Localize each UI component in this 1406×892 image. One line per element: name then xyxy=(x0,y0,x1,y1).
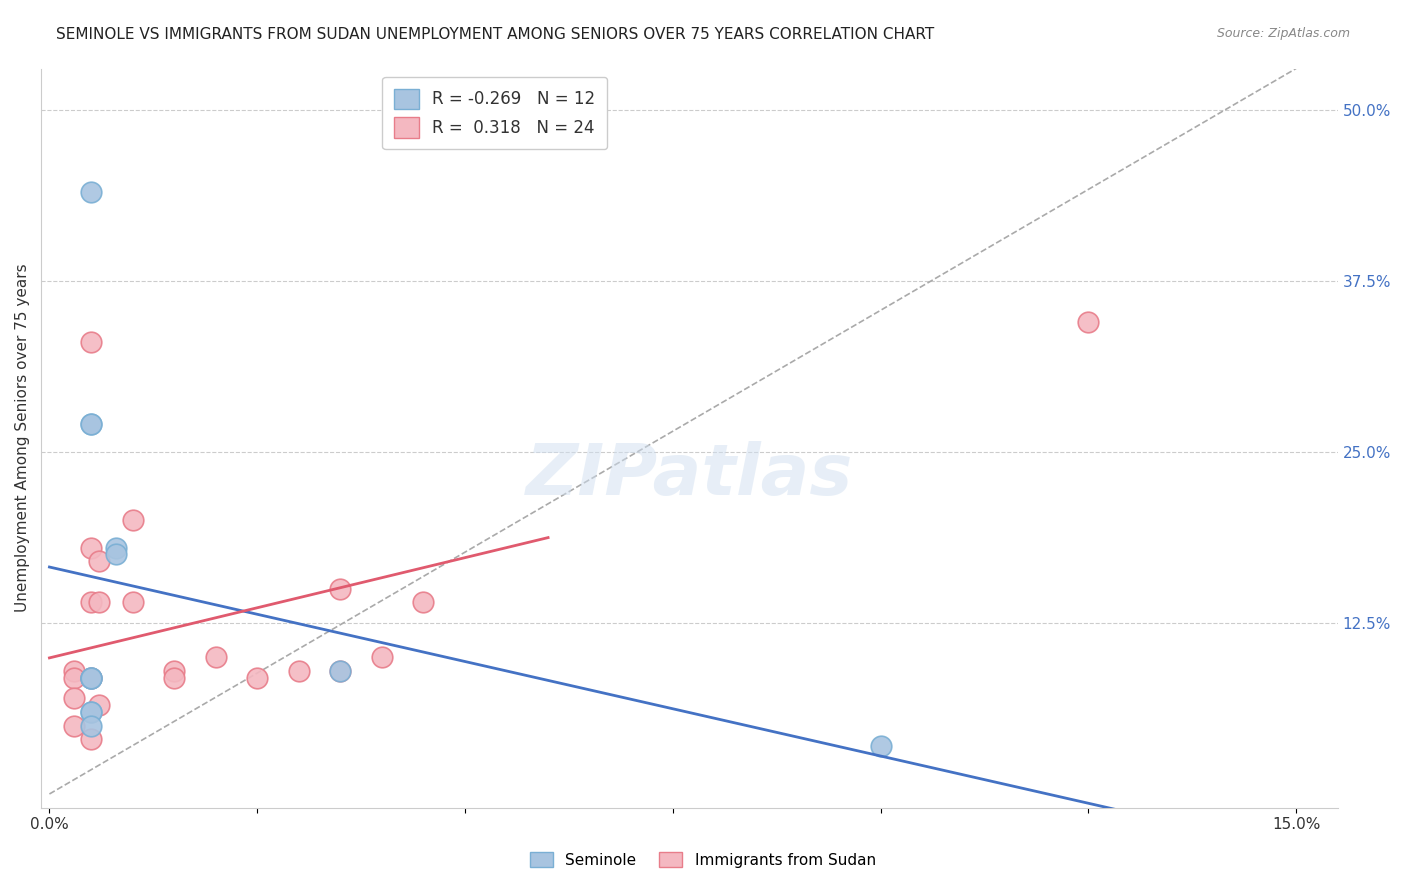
Legend: R = -0.269   N = 12, R =  0.318   N = 24: R = -0.269 N = 12, R = 0.318 N = 24 xyxy=(382,77,607,149)
Point xyxy=(121,513,143,527)
Point xyxy=(1077,315,1099,329)
Point xyxy=(80,671,103,685)
Point xyxy=(80,417,103,432)
Point xyxy=(80,671,103,685)
Point xyxy=(80,718,103,732)
Point xyxy=(80,185,103,199)
Point xyxy=(104,548,127,562)
Point xyxy=(89,698,111,712)
Point xyxy=(371,650,394,665)
Point xyxy=(163,671,186,685)
Point xyxy=(869,739,891,753)
Point xyxy=(80,671,103,685)
Point xyxy=(204,650,226,665)
Point xyxy=(89,595,111,609)
Point xyxy=(80,732,103,747)
Point xyxy=(80,417,103,432)
Point xyxy=(104,541,127,555)
Point xyxy=(412,595,434,609)
Text: SEMINOLE VS IMMIGRANTS FROM SUDAN UNEMPLOYMENT AMONG SENIORS OVER 75 YEARS CORRE: SEMINOLE VS IMMIGRANTS FROM SUDAN UNEMPL… xyxy=(56,27,935,42)
Point xyxy=(329,664,352,678)
Point xyxy=(80,541,103,555)
Text: ZIPatlas: ZIPatlas xyxy=(526,441,853,509)
Text: Source: ZipAtlas.com: Source: ZipAtlas.com xyxy=(1216,27,1350,40)
Point xyxy=(80,595,103,609)
Point xyxy=(80,671,103,685)
Point xyxy=(329,664,352,678)
Point xyxy=(89,554,111,568)
Point xyxy=(80,335,103,350)
Point xyxy=(63,671,86,685)
Point xyxy=(63,691,86,706)
Point xyxy=(63,718,86,732)
Point xyxy=(246,671,269,685)
Point xyxy=(163,664,186,678)
Point xyxy=(80,705,103,719)
Y-axis label: Unemployment Among Seniors over 75 years: Unemployment Among Seniors over 75 years xyxy=(15,264,30,613)
Point xyxy=(80,705,103,719)
Legend: Seminole, Immigrants from Sudan: Seminole, Immigrants from Sudan xyxy=(523,844,883,875)
Point xyxy=(287,664,309,678)
Point xyxy=(329,582,352,596)
Point xyxy=(121,595,143,609)
Point xyxy=(63,664,86,678)
